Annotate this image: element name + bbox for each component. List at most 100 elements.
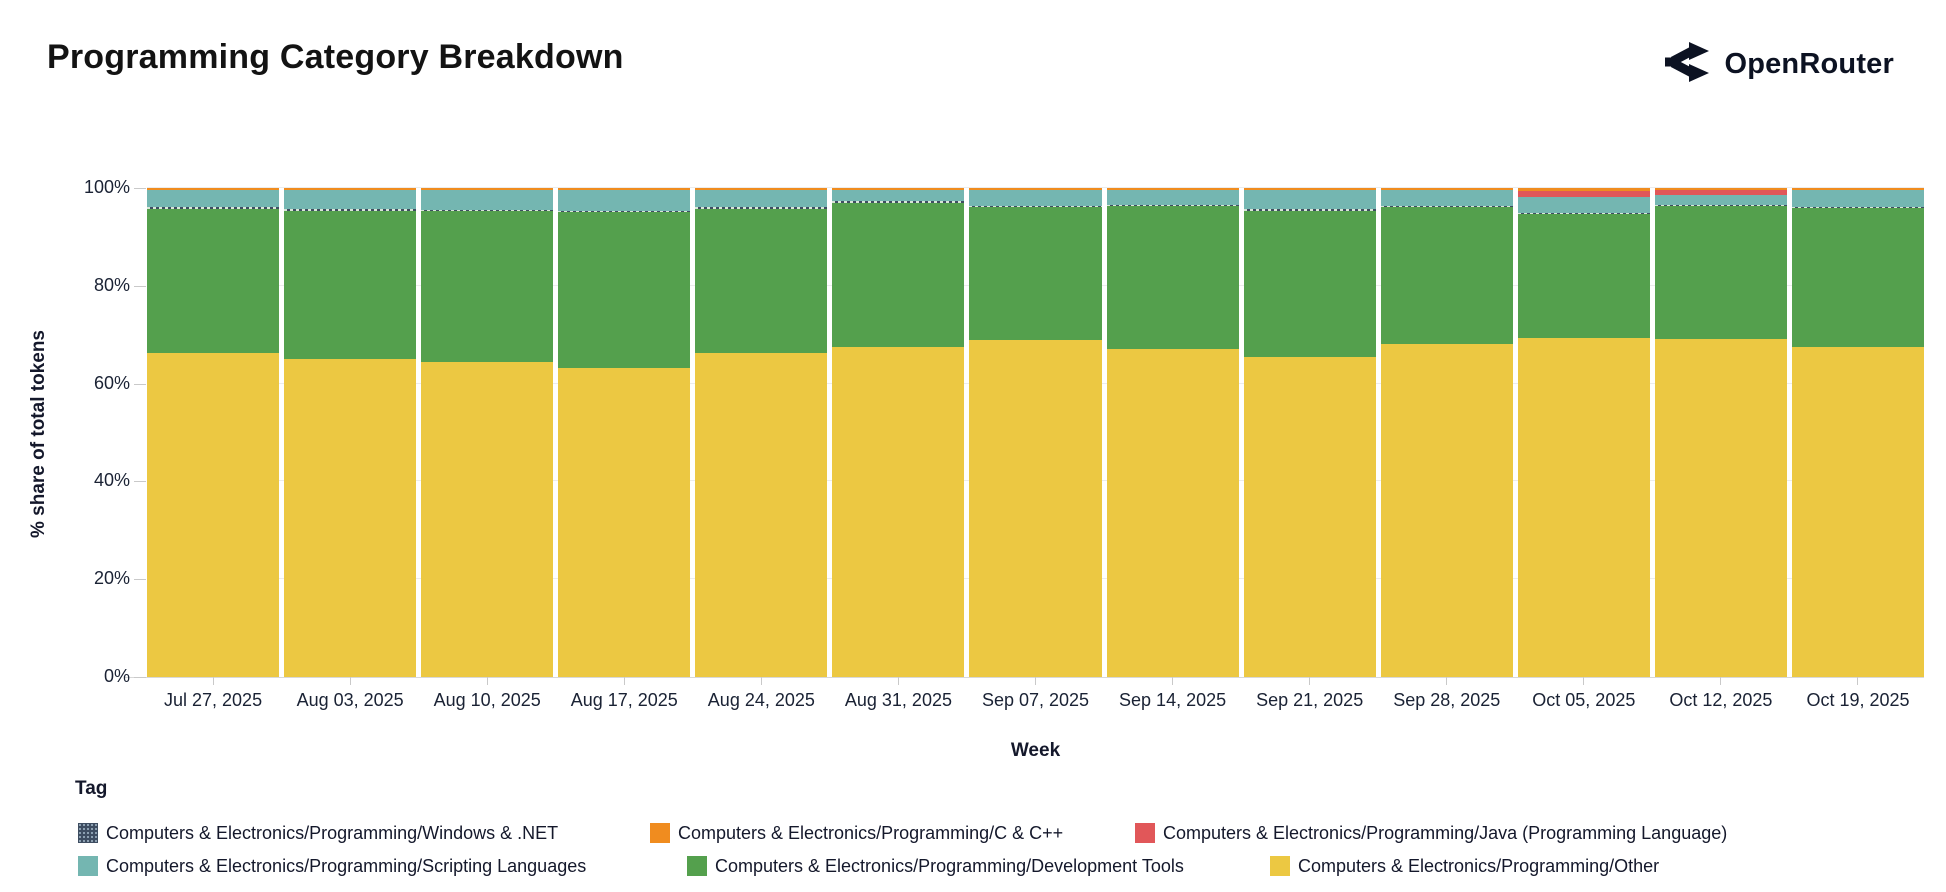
bar-aug-31-2025[interactable]: [832, 188, 965, 677]
x-tick-label: Oct 05, 2025: [1532, 690, 1636, 710]
bar-jul-27-2025[interactable]: [147, 188, 280, 677]
bar-segment[interactable]: [1243, 209, 1376, 211]
bar-segment[interactable]: [1517, 196, 1650, 214]
bar-segment[interactable]: [969, 188, 1102, 190]
bar-segment[interactable]: [147, 207, 280, 209]
bar-segment[interactable]: [1654, 188, 1787, 190]
bar-segment[interactable]: [421, 209, 554, 211]
x-tick-label: Aug 31, 2025: [844, 690, 952, 710]
legend-item-other[interactable]: Computers & Electronics/Programming/Othe…: [1270, 855, 1659, 877]
bar-segment[interactable]: [1654, 339, 1787, 677]
bar-segment[interactable]: [284, 209, 417, 211]
x-tick-mark: [760, 677, 762, 685]
bar-segment[interactable]: [421, 362, 554, 677]
bar-segment[interactable]: [147, 353, 280, 677]
bar-segment[interactable]: [832, 201, 965, 203]
bar-segment[interactable]: [1380, 205, 1513, 208]
bar-sep-28-2025[interactable]: [1380, 188, 1513, 677]
bar-segment[interactable]: [832, 189, 965, 202]
bar-segment[interactable]: [558, 367, 691, 677]
bar-segment[interactable]: [1517, 190, 1650, 197]
bar-segment[interactable]: [1380, 207, 1513, 344]
bar-sep-14-2025[interactable]: [1106, 188, 1239, 677]
bar-segment[interactable]: [1243, 188, 1376, 190]
bar-segment[interactable]: [1106, 189, 1239, 205]
legend-item-c-c-[interactable]: Computers & Electronics/Programming/C & …: [650, 822, 1063, 844]
bar-segment[interactable]: [1106, 206, 1239, 350]
plot-area: [147, 187, 1925, 677]
bar-segment[interactable]: [1106, 349, 1239, 677]
bar-oct-05-2025[interactable]: [1517, 188, 1650, 677]
openrouter-logo-icon: [1662, 40, 1710, 89]
bar-segment[interactable]: [1654, 204, 1787, 207]
x-tick-label: Aug 03, 2025: [296, 690, 404, 710]
bar-sep-21-2025[interactable]: [1243, 188, 1376, 677]
bar-segment[interactable]: [1517, 188, 1650, 191]
bar-segment[interactable]: [147, 208, 280, 354]
bar-aug-10-2025[interactable]: [421, 188, 554, 677]
bar-oct-12-2025[interactable]: [1654, 188, 1787, 677]
x-tick-label: Oct 19, 2025: [1806, 690, 1910, 710]
bar-segment[interactable]: [969, 207, 1102, 341]
bar-segment[interactable]: [1654, 194, 1787, 205]
bar-aug-17-2025[interactable]: [558, 188, 691, 677]
legend-swatch: [78, 856, 98, 876]
bar-segment[interactable]: [1106, 204, 1239, 207]
bar-segment[interactable]: [284, 189, 417, 210]
bar-segment[interactable]: [558, 212, 691, 368]
legend-item-windows-net[interactable]: Computers & Electronics/Programming/Wind…: [78, 822, 558, 844]
bar-segment[interactable]: [1791, 188, 1925, 190]
bar-segment[interactable]: [284, 210, 417, 360]
bar-segment[interactable]: [1243, 210, 1376, 357]
y-tick-mark: [134, 383, 146, 385]
bar-aug-24-2025[interactable]: [695, 188, 828, 677]
bar-segment[interactable]: [1791, 346, 1925, 677]
bar-segment[interactable]: [147, 189, 280, 208]
bar-segment[interactable]: [147, 188, 280, 190]
bar-segment[interactable]: [1517, 214, 1650, 339]
bar-segment[interactable]: [558, 189, 691, 212]
bar-segment[interactable]: [1243, 189, 1376, 210]
bar-segment[interactable]: [832, 346, 965, 677]
bar-segment[interactable]: [1380, 343, 1513, 677]
bar-segment[interactable]: [421, 189, 554, 210]
x-tick-mark: [212, 677, 214, 685]
bar-segment[interactable]: [1517, 338, 1650, 677]
bar-segment[interactable]: [969, 189, 1102, 206]
bar-segment[interactable]: [695, 352, 828, 677]
legend-item-development-tools[interactable]: Computers & Electronics/Programming/Deve…: [687, 855, 1184, 877]
bar-segment[interactable]: [1106, 188, 1239, 190]
bar-segment[interactable]: [695, 189, 828, 208]
bar-segment[interactable]: [421, 188, 554, 190]
bar-segment[interactable]: [969, 205, 1102, 208]
bar-segment[interactable]: [832, 202, 965, 347]
bar-aug-03-2025[interactable]: [284, 188, 417, 677]
bar-segment[interactable]: [1517, 213, 1650, 215]
bar-segment[interactable]: [558, 211, 691, 213]
bar-segment[interactable]: [1654, 206, 1787, 340]
bar-segment[interactable]: [284, 359, 417, 677]
bar-segment[interactable]: [969, 340, 1102, 677]
bar-segment[interactable]: [1791, 206, 1925, 209]
bar-segment[interactable]: [1243, 356, 1376, 677]
legend-item-scripting-languages[interactable]: Computers & Electronics/Programming/Scri…: [78, 855, 586, 877]
bar-segment[interactable]: [695, 188, 828, 190]
bar-segment[interactable]: [1380, 188, 1513, 190]
bar-segment[interactable]: [1791, 189, 1925, 207]
bar-segment[interactable]: [832, 188, 965, 190]
bar-segment[interactable]: [1791, 208, 1925, 347]
x-tick-mark: [1857, 677, 1859, 685]
bar-segment[interactable]: [1654, 189, 1787, 195]
bar-segment[interactable]: [695, 208, 828, 353]
bar-segment[interactable]: [558, 188, 691, 190]
bar-sep-07-2025[interactable]: [969, 188, 1102, 677]
bar-segment[interactable]: [421, 211, 554, 363]
x-tick-mark: [1720, 677, 1722, 685]
legend-item-java-programming-language-[interactable]: Computers & Electronics/Programming/Java…: [1135, 822, 1727, 844]
y-axis-title: % share of total tokens: [28, 330, 49, 538]
bar-segment[interactable]: [284, 188, 417, 190]
openrouter-brand: OpenRouter: [1662, 40, 1894, 89]
bar-segment[interactable]: [1380, 189, 1513, 206]
bar-oct-19-2025[interactable]: [1791, 188, 1925, 677]
bar-segment[interactable]: [695, 207, 828, 209]
